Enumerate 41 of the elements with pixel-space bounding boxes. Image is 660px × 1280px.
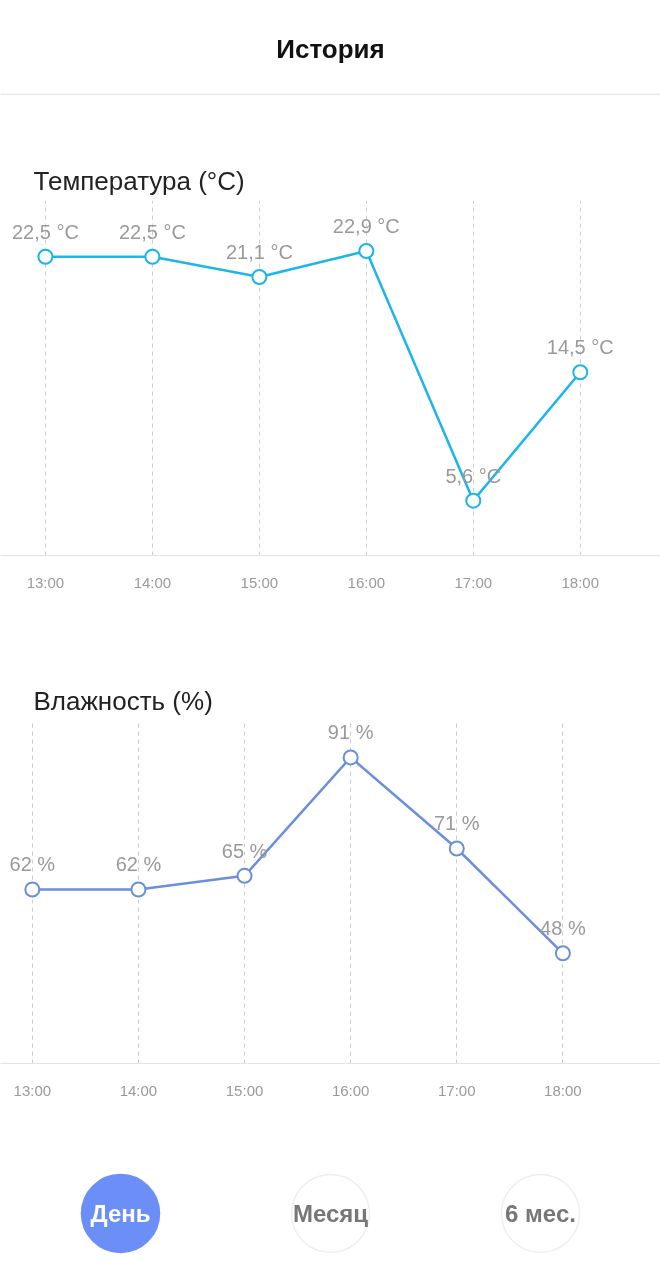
point <box>24 881 41 898</box>
point <box>448 840 465 857</box>
x-tick-label: 17:00 <box>438 1081 476 1099</box>
chart-title: Температура (°C) <box>33 165 245 196</box>
point <box>130 881 147 898</box>
x-tick-label: 15:00 <box>225 1081 264 1099</box>
data-label: 62 % <box>115 853 162 876</box>
data-label: 91 % <box>327 721 374 744</box>
point <box>572 364 589 381</box>
data-label: 65 % <box>221 839 268 862</box>
text: Месяц <box>292 1200 369 1227</box>
x-tick-label: 16:00 <box>331 1081 370 1099</box>
point <box>236 867 253 884</box>
data-label: 22,5 °C <box>118 220 186 243</box>
data-label: 62 % <box>9 853 56 876</box>
point <box>251 269 268 285</box>
x-tick-label: 17:00 <box>454 573 493 591</box>
data-label: 22,5 °C <box>11 220 79 243</box>
data-label: 71 % <box>433 812 480 835</box>
text: День <box>90 1200 151 1227</box>
x-tick-label: 13:00 <box>13 1081 52 1099</box>
text: История <box>276 33 385 64</box>
point <box>342 749 359 766</box>
x-tick-label: 16:00 <box>347 573 386 591</box>
x-tick-label: 14:00 <box>119 1081 158 1099</box>
data-label: 22,9 °C <box>332 215 400 238</box>
x-tick-label: 14:00 <box>133 573 172 591</box>
point <box>554 945 571 962</box>
x-tick-label: 13:00 <box>26 573 65 591</box>
x-tick-label: 18:00 <box>561 573 600 591</box>
point <box>37 248 54 265</box>
data-label: 21,1 °C <box>225 240 293 263</box>
point <box>465 492 482 509</box>
chart-title: Влажность (%) <box>33 685 213 716</box>
point <box>358 243 375 259</box>
x-tick-label: 15:00 <box>240 573 279 591</box>
data-label: 48 % <box>540 917 586 940</box>
x-tick-label: 18:00 <box>544 1081 582 1099</box>
text: 6 мес. <box>505 1200 576 1227</box>
data-label: 14,5 °C <box>546 336 614 359</box>
point <box>144 248 161 265</box>
